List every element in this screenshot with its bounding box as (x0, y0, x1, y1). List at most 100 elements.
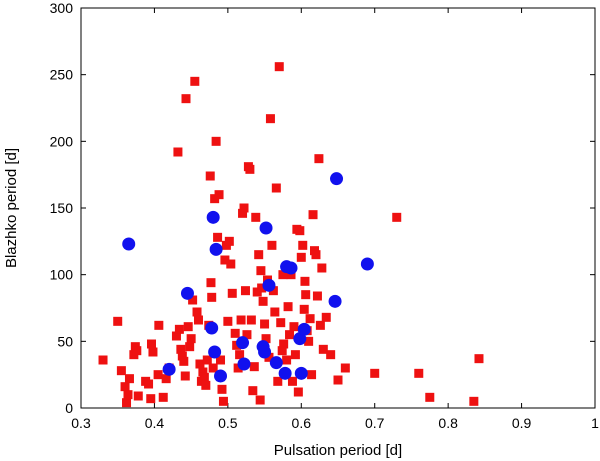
data-point-square (190, 76, 200, 86)
data-point-square (208, 363, 218, 373)
data-point-square (217, 384, 227, 394)
data-point-square (296, 252, 306, 262)
data-point-square (195, 359, 205, 369)
data-point-square (188, 295, 198, 305)
data-point-square (312, 291, 322, 301)
data-point-square (273, 376, 283, 386)
data-point-circle (122, 237, 136, 251)
data-point-circle (294, 366, 308, 380)
data-point-square (199, 372, 209, 382)
data-point-square (246, 315, 256, 325)
data-point-square (318, 344, 328, 354)
data-point-square (261, 334, 271, 344)
data-point-square (146, 339, 156, 349)
data-point-square (370, 368, 380, 378)
y-tick-label: 250 (50, 67, 74, 83)
data-point-square (233, 363, 243, 373)
data-point-square (236, 315, 246, 325)
data-point-square (230, 328, 240, 338)
data-point-circle (162, 362, 176, 376)
data-point-square (256, 266, 266, 276)
data-point-square (124, 374, 134, 384)
data-point-circle (258, 345, 272, 359)
x-tick-label: 0.4 (145, 415, 165, 431)
data-point-square (224, 236, 234, 246)
data-point-circle (259, 221, 273, 235)
data-point-circle (206, 210, 220, 224)
data-point-square (287, 376, 297, 386)
data-point-square (254, 250, 264, 260)
data-point-square (193, 315, 203, 325)
data-point-square (116, 366, 126, 376)
x-tick-label: 0.8 (438, 415, 458, 431)
data-point-square (290, 350, 300, 360)
data-point-circle (328, 294, 342, 308)
data-point-square (206, 278, 216, 288)
y-axis-title: Blazhko period [d] (3, 148, 20, 268)
data-point-square (279, 339, 289, 349)
data-point-square (185, 342, 195, 352)
data-point-square (211, 136, 221, 146)
data-point-square (425, 392, 435, 402)
data-point-square (179, 356, 189, 366)
data-point-circle (269, 356, 283, 370)
data-point-square (317, 263, 327, 273)
data-point-square (307, 370, 317, 380)
data-point-square (202, 355, 212, 365)
axis-tick-labels: 0.3 0.4 0.5 0.6 0.7 0.8 0.9 1 0 50 100 150 200 250 300 (50, 0, 599, 431)
data-point-square (315, 320, 325, 330)
data-point-circle (237, 357, 251, 371)
data-point-square (245, 164, 255, 174)
data-point-square (267, 240, 277, 250)
data-point-square (113, 316, 123, 326)
x-tick-label: 0.3 (71, 415, 91, 431)
y-tick-label: 50 (57, 333, 73, 349)
data-point-square (326, 350, 336, 360)
data-point-square (251, 212, 261, 222)
data-point-square (249, 362, 259, 372)
data-point-square (300, 276, 310, 286)
data-point-square (176, 344, 186, 354)
y-tick-label: 300 (50, 0, 74, 16)
data-point-square (173, 147, 183, 157)
data-point-square (205, 171, 215, 181)
data-point-square (274, 62, 284, 72)
data-point-square (242, 330, 252, 340)
data-point-square (174, 324, 184, 334)
data-point-square (153, 370, 163, 380)
data-point-circle (180, 286, 194, 300)
x-tick-label: 0.7 (365, 415, 385, 431)
data-point-square (265, 114, 275, 124)
data-point-square (298, 240, 308, 250)
data-point-square (144, 379, 154, 389)
data-point-square (239, 203, 249, 213)
data-point-square (277, 346, 287, 356)
data-point-square (218, 396, 228, 406)
data-point-square (340, 363, 350, 373)
data-point-square (198, 367, 208, 377)
data-point-square (257, 283, 267, 293)
data-point-square (304, 336, 314, 346)
data-point-square (268, 286, 278, 296)
data-point-square (271, 183, 281, 193)
data-point-circle (214, 369, 228, 383)
data-point-square (181, 94, 191, 104)
data-point-square (216, 355, 226, 365)
data-point-square (214, 190, 224, 200)
data-point-square (161, 374, 171, 384)
data-point-square (227, 288, 237, 298)
data-point-square (314, 154, 324, 164)
data-point-square (469, 396, 479, 406)
y-tick-label: 150 (50, 200, 74, 216)
y-tick-label: 0 (65, 400, 73, 416)
plot-area (80, 7, 596, 409)
data-point-square (301, 290, 311, 300)
data-point-square (133, 391, 143, 401)
data-points (98, 62, 484, 408)
data-point-square (305, 314, 315, 324)
y-tick-label: 100 (50, 267, 74, 283)
data-point-square (158, 392, 168, 402)
data-point-square (122, 398, 132, 408)
data-point-square (295, 226, 305, 236)
